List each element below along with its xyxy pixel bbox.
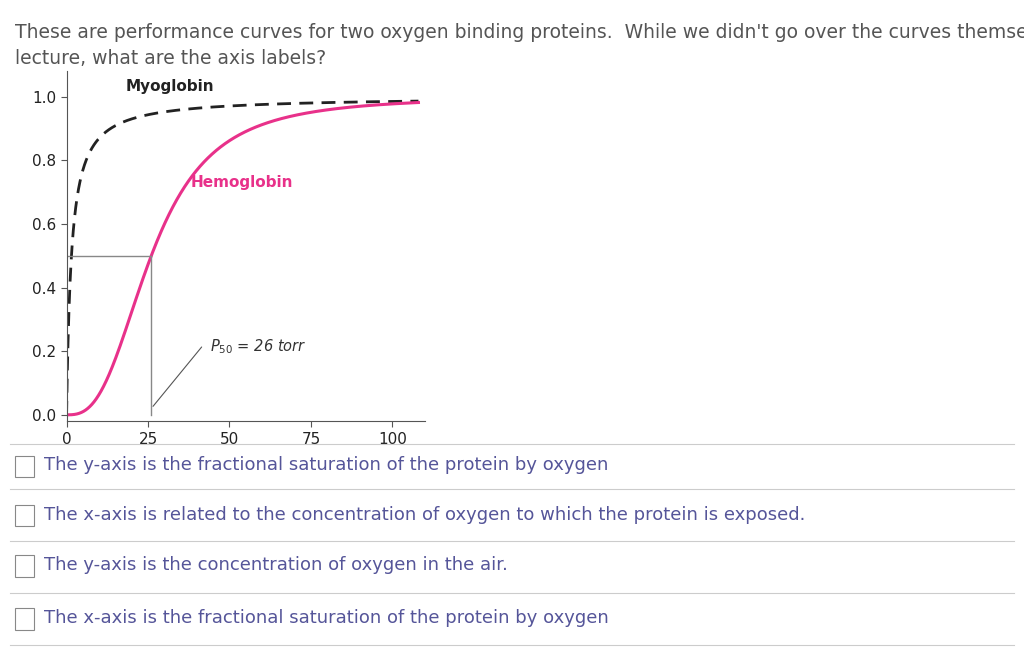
Text: The x-axis is the fractional saturation of the protein by oxygen: The x-axis is the fractional saturation … [44, 609, 609, 627]
Text: $P_{50}$ = 26 torr: $P_{50}$ = 26 torr [210, 337, 306, 356]
Text: Hemoglobin: Hemoglobin [190, 175, 293, 190]
Text: These are performance curves for two oxygen binding proteins.  While we didn't g: These are performance curves for two oxy… [15, 23, 1024, 41]
Text: The y-axis is the concentration of oxygen in the air.: The y-axis is the concentration of oxyge… [44, 556, 508, 574]
Text: The y-axis is the fractional saturation of the protein by oxygen: The y-axis is the fractional saturation … [44, 456, 608, 474]
Text: The x-axis is related to the concentration of oxygen to which the protein is exp: The x-axis is related to the concentrati… [44, 505, 806, 524]
Text: Myoglobin: Myoglobin [125, 78, 214, 93]
Text: lecture, what are the axis labels?: lecture, what are the axis labels? [15, 49, 327, 67]
